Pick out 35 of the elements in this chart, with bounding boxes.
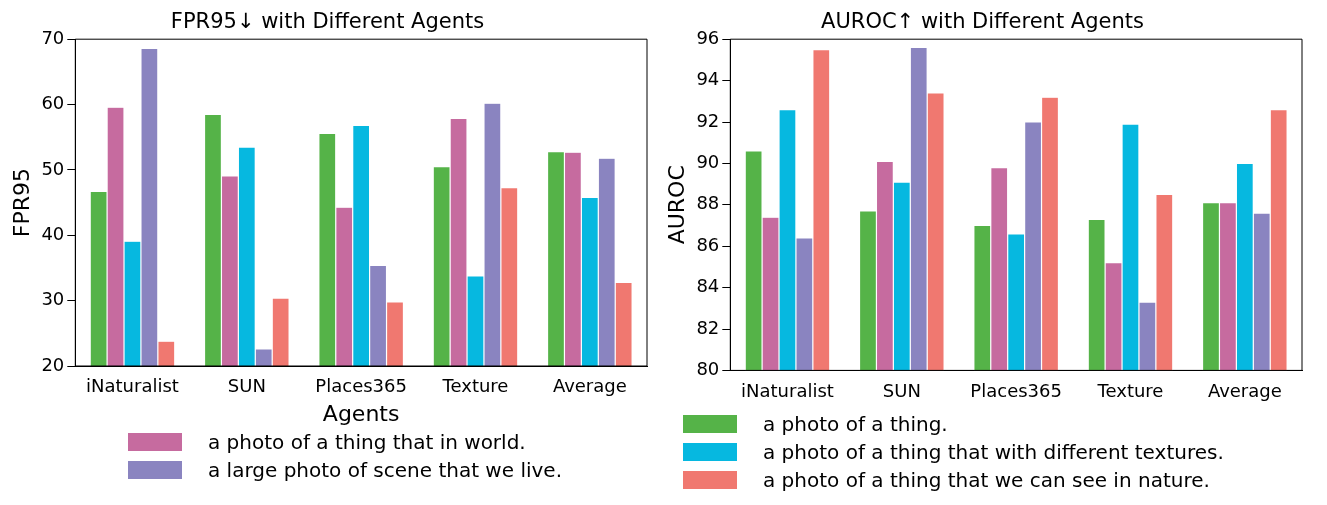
chart-title: FPR95↓ with Different Agents <box>170 9 485 34</box>
x-tick-label: Places365 <box>970 379 1062 401</box>
y-tick-label: 88 <box>696 192 720 214</box>
y-tick-label: 86 <box>696 233 720 255</box>
x-tick-label: Average <box>552 375 627 397</box>
y-tick-label: 30 <box>41 288 65 310</box>
y-tick-label: 94 <box>696 68 720 90</box>
legend-label: a photo of a thing that we can see in nature. <box>763 468 1210 492</box>
x-axis-title: Agents <box>322 400 400 426</box>
y-axis-title: AUROC <box>663 165 689 245</box>
x-tick-label: iNaturalist <box>86 375 179 397</box>
legend-label: a photo of a thing that in world. <box>208 430 526 454</box>
x-tick-label: SUN <box>882 379 921 401</box>
y-tick-label: 96 <box>696 26 720 48</box>
y-tick-label: 40 <box>41 222 65 244</box>
x-tick-label: SUN <box>227 375 266 397</box>
legend-label: a photo of a thing that with different textures. <box>763 440 1224 464</box>
y-tick-label: 50 <box>41 157 65 179</box>
y-tick-label: 60 <box>41 92 65 114</box>
chart-title: AUROC↑ with Different Agents <box>821 9 1144 34</box>
x-tick-label: iNaturalist <box>741 379 834 401</box>
x-tick-label: Places365 <box>315 375 407 397</box>
y-axis-title: FPR95 <box>8 168 34 238</box>
x-tick-label: Average <box>1207 379 1282 401</box>
legend-label: a photo of a thing. <box>763 412 948 436</box>
y-tick-label: 92 <box>696 109 720 131</box>
y-tick-label: 80 <box>696 358 720 380</box>
legend-label: a large photo of scene that we live. <box>208 458 562 482</box>
y-tick-label: 90 <box>696 151 720 173</box>
x-tick-label: Texture <box>441 375 509 397</box>
y-tick-label: 70 <box>41 26 65 48</box>
y-tick-label: 20 <box>41 353 65 375</box>
x-tick-label: Texture <box>1096 379 1164 401</box>
y-tick-label: 82 <box>696 316 720 338</box>
y-tick-label: 84 <box>696 275 720 297</box>
